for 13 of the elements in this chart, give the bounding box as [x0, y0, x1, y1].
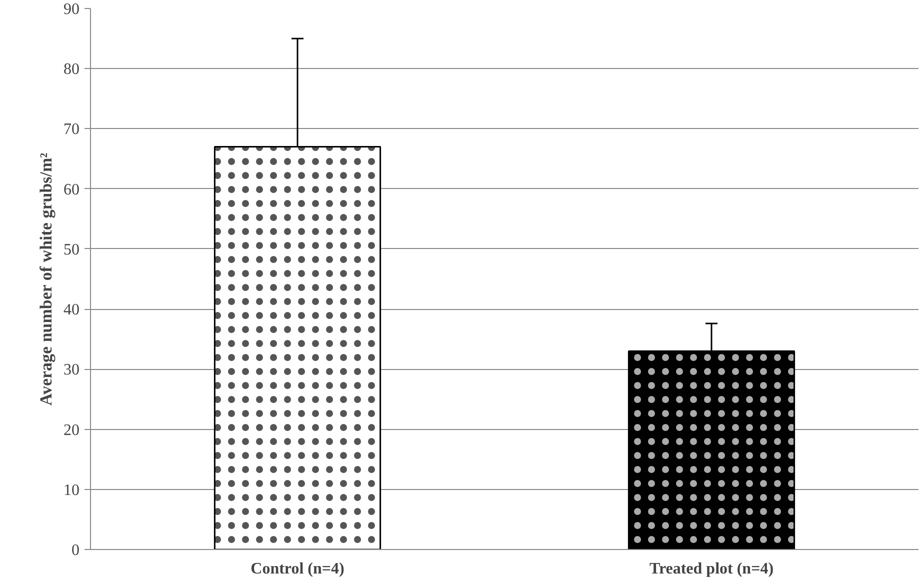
- y-axis-title: Average number of white grubs/m²: [36, 152, 56, 406]
- y-tick-label: 50: [64, 241, 80, 258]
- y-tick-label: 80: [64, 61, 80, 78]
- y-tick-label: 70: [64, 121, 80, 138]
- y-tick-label: 30: [64, 362, 80, 379]
- x-tick-label: Control (n=4): [250, 560, 344, 578]
- y-tick-label: 20: [64, 422, 80, 439]
- y-tick-label: 90: [64, 1, 80, 18]
- y-tick-label: 10: [64, 482, 80, 499]
- y-tick-label: 60: [64, 181, 80, 198]
- y-tick-label: 40: [64, 302, 80, 319]
- x-tick-label: Treated plot (n=4): [649, 560, 774, 578]
- y-tick-label: 0: [72, 542, 80, 559]
